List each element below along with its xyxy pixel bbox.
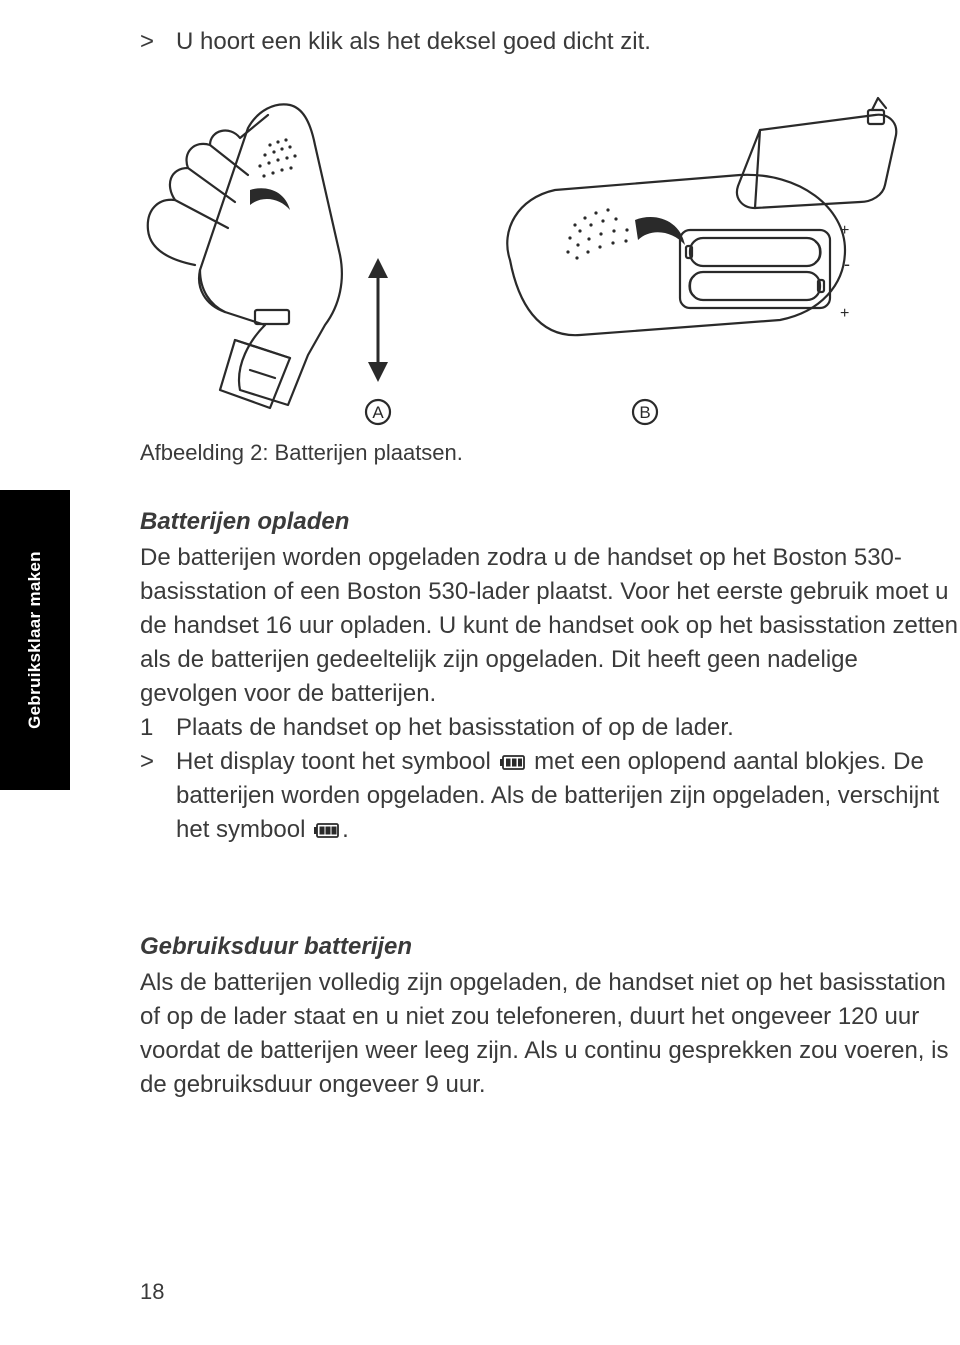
figure-battery-insertion: A	[140, 90, 900, 430]
step-number: 1	[140, 711, 158, 745]
figure-svg: A	[140, 90, 900, 430]
step-text: Plaats de handset op het basisstation of…	[176, 711, 734, 745]
section-tab-label: Gebruiksklaar maken	[25, 551, 45, 729]
result-post: .	[342, 816, 349, 843]
charging-paragraph: De batterijen worden opgeladen zodra u d…	[140, 541, 960, 711]
section-charging: Batterijen opladen De batterijen worden …	[140, 505, 960, 847]
battery-plus-1: +	[840, 222, 849, 239]
battery-minus: -	[844, 254, 850, 274]
battery-charging-icon	[500, 755, 526, 770]
usage-paragraph: Als de batterijen volledig zijn opgelade…	[140, 966, 955, 1102]
figure-caption: Afbeelding 2: Batterijen plaatsen.	[140, 440, 463, 466]
intro-result-text: U hoort een klik als het deksel goed dic…	[176, 25, 651, 59]
charging-result: > Het display toont het symbool met een …	[140, 745, 960, 847]
usage-heading: Gebruiksduur batterijen	[140, 930, 955, 964]
result-text: Het display toont het symbool met een op…	[176, 745, 960, 847]
intro-result-line: > U hoort een klik als het deksel goed d…	[140, 25, 651, 59]
result-pre: Het display toont het symbool	[176, 748, 498, 775]
section-usage-duration: Gebruiksduur batterijen Als de batterije…	[140, 930, 955, 1102]
manual-page: > U hoort een klik als het deksel goed d…	[0, 0, 960, 1345]
battery-full-icon	[314, 823, 340, 838]
battery-plus-2: +	[840, 305, 849, 322]
figure-label-b: B	[639, 403, 650, 422]
page-number: 18	[140, 1279, 164, 1305]
charging-step-1: 1 Plaats de handset op het basisstation …	[140, 711, 960, 745]
section-tab: Gebruiksklaar maken	[0, 490, 70, 790]
result-marker: >	[140, 745, 158, 847]
result-marker: >	[140, 25, 158, 59]
figure-label-a: A	[372, 403, 384, 422]
charging-heading: Batterijen opladen	[140, 505, 960, 539]
